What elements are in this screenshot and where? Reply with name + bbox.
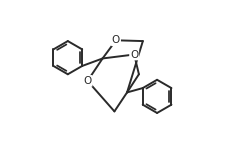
Text: O: O [130, 49, 138, 60]
Text: O: O [83, 76, 91, 86]
Text: O: O [111, 35, 120, 45]
